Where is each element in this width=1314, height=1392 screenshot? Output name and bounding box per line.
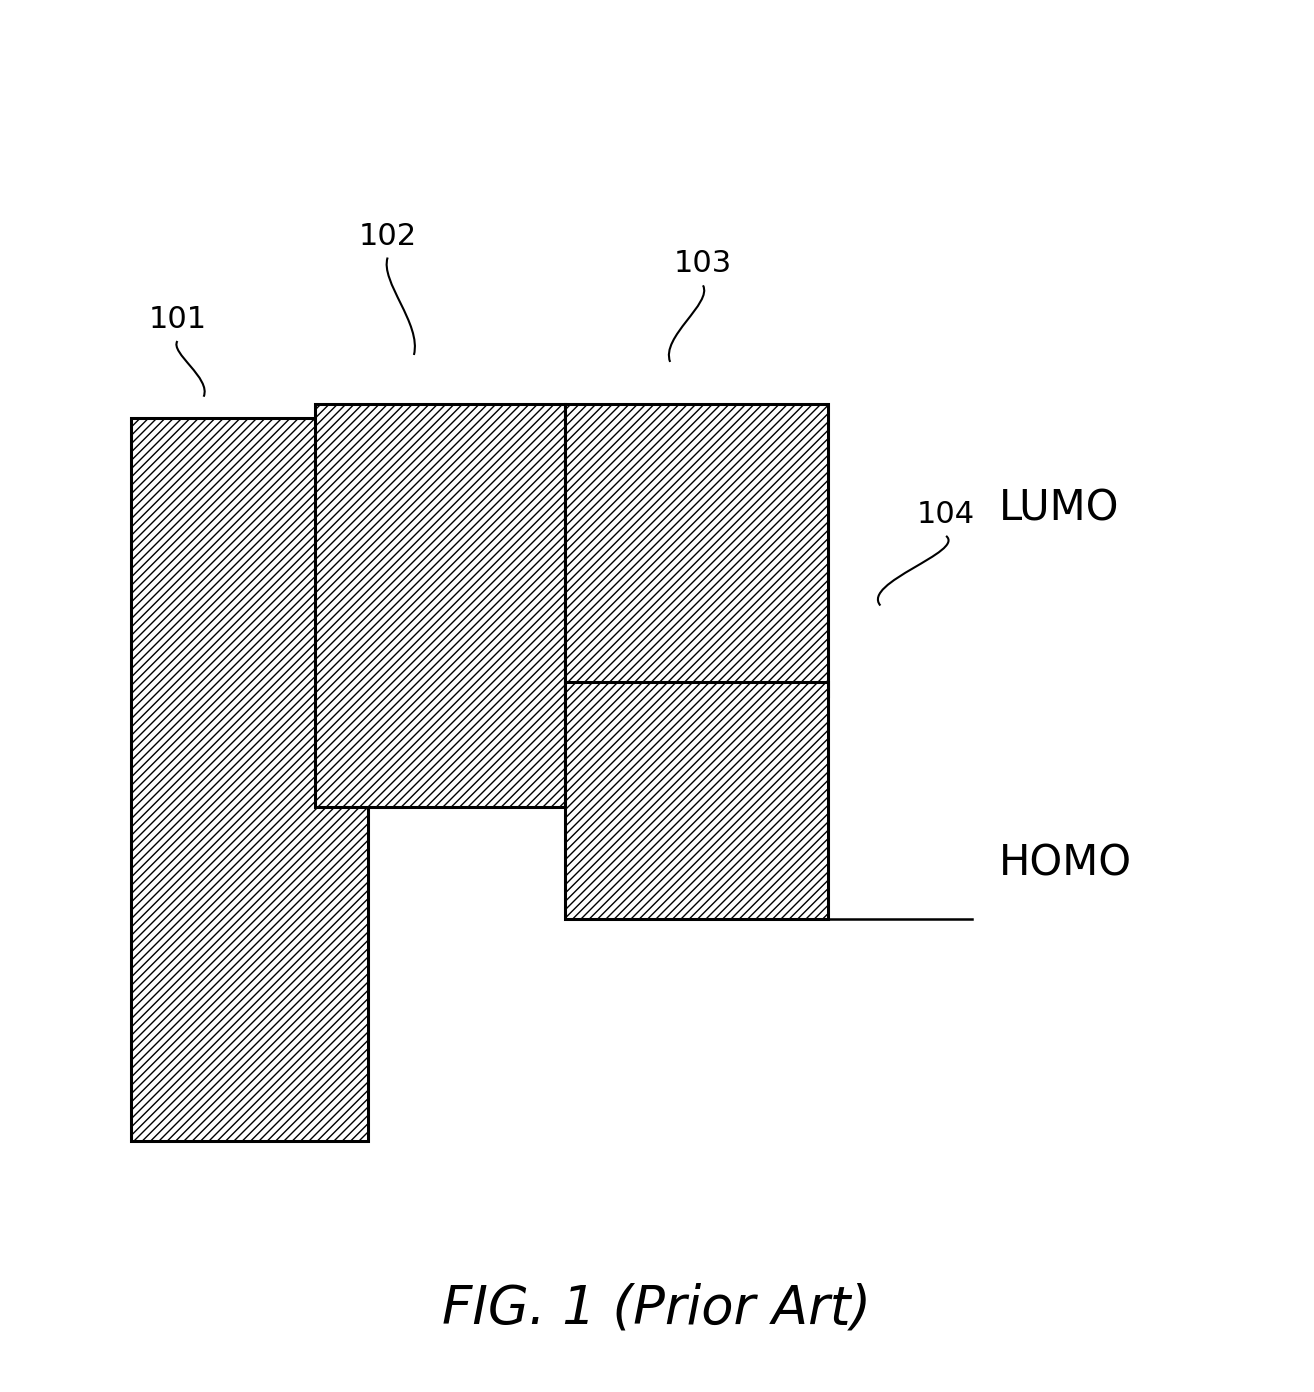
Text: 101: 101	[148, 305, 206, 334]
Text: 104: 104	[917, 500, 975, 529]
Text: 102: 102	[359, 221, 417, 251]
Bar	[315, 404, 565, 807]
Bar	[565, 404, 828, 696]
Text: FIG. 1 (Prior Art): FIG. 1 (Prior Art)	[443, 1282, 871, 1335]
Text: 103: 103	[674, 249, 732, 278]
Text: LUMO: LUMO	[999, 487, 1120, 529]
Bar	[131, 418, 368, 1141]
Text: HOMO: HOMO	[999, 842, 1131, 884]
Bar	[565, 682, 828, 919]
